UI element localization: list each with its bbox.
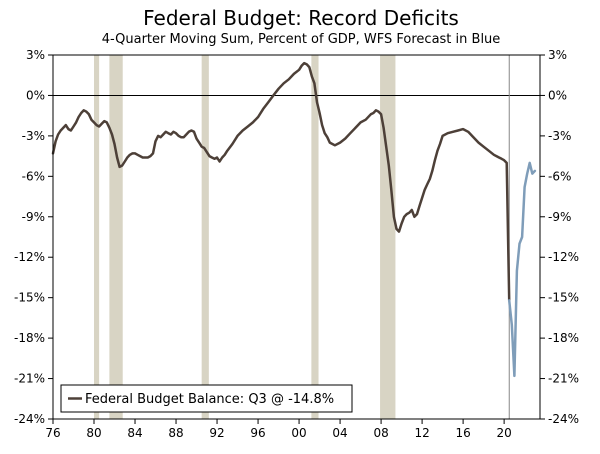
x-tick-label: 84 bbox=[127, 426, 142, 440]
forecast-line bbox=[507, 161, 537, 378]
recession-band-5 bbox=[380, 55, 396, 419]
recession-bands bbox=[94, 55, 396, 419]
recession-band-2 bbox=[109, 55, 123, 419]
y-tick-right-label: -21% bbox=[548, 372, 579, 386]
y-tick-right-label: -6% bbox=[548, 169, 571, 183]
y-tick-right-label: -3% bbox=[548, 129, 571, 143]
x-tick-label: 08 bbox=[373, 426, 388, 440]
y-tick-right-label: -24% bbox=[548, 412, 579, 426]
plot-area-border bbox=[52, 54, 541, 420]
x-tick-label: 00 bbox=[291, 426, 306, 440]
x-tick-label: 96 bbox=[250, 426, 265, 440]
y-tick-right-label: -15% bbox=[548, 291, 579, 305]
y-tick-left-label: -24% bbox=[14, 412, 45, 426]
recession-band-3 bbox=[201, 55, 209, 419]
y-axis-right: 3% 0% -3% -6% -9% -12% -15% -18% -21% -24% bbox=[540, 48, 579, 426]
x-tick-label: 16 bbox=[455, 426, 470, 440]
axis-lines bbox=[53, 55, 540, 419]
recession-band-4 bbox=[311, 55, 319, 419]
x-tick-label: 12 bbox=[414, 426, 429, 440]
legend-label: Federal Budget Balance: Q3 @ -14.8% bbox=[85, 392, 334, 407]
recession-band-1 bbox=[94, 55, 100, 419]
x-tick-label: 80 bbox=[86, 426, 101, 440]
budget-balance-line bbox=[51, 61, 511, 302]
legend: Federal Budget Balance: Q3 @ -14.8% bbox=[60, 384, 353, 413]
x-tick-label: 04 bbox=[332, 426, 347, 440]
plot-frame bbox=[52, 54, 541, 420]
y-tick-left-label: -21% bbox=[14, 372, 45, 386]
y-tick-right-label: -12% bbox=[548, 250, 579, 264]
y-tick-left-label: 0% bbox=[26, 88, 45, 102]
y-tick-right-label: 3% bbox=[548, 48, 567, 62]
y-tick-left-label: -9% bbox=[22, 210, 45, 224]
y-tick-left-label: 3% bbox=[26, 48, 45, 62]
y-tick-left-label: -18% bbox=[14, 331, 45, 345]
y-tick-right-label: -18% bbox=[548, 331, 579, 345]
y-tick-left-label: -15% bbox=[14, 291, 45, 305]
x-axis: 76 80 84 88 92 96 00 04 08 12 16 20 bbox=[45, 419, 512, 440]
x-tick-label: 88 bbox=[168, 426, 183, 440]
x-tick-label: 20 bbox=[496, 426, 511, 440]
y-tick-left-label: -12% bbox=[14, 250, 45, 264]
series-lines bbox=[51, 61, 537, 378]
y-tick-left-label: -3% bbox=[22, 129, 45, 143]
y-tick-right-label: -9% bbox=[548, 210, 571, 224]
legend-box bbox=[60, 384, 353, 413]
x-tick-label: 92 bbox=[209, 426, 224, 440]
y-axis-left: 3% 0% -3% -6% -9% -12% -15% -18% -21% -24% bbox=[14, 48, 53, 426]
chart-subtitle: 4-Quarter Moving Sum, Percent of GDP, WF… bbox=[102, 32, 501, 47]
x-tick-label: 76 bbox=[45, 426, 60, 440]
y-tick-left-label: -6% bbox=[22, 169, 45, 183]
chart-title: Federal Budget: Record Deficits bbox=[143, 6, 459, 30]
y-tick-right-label: 0% bbox=[548, 88, 567, 102]
